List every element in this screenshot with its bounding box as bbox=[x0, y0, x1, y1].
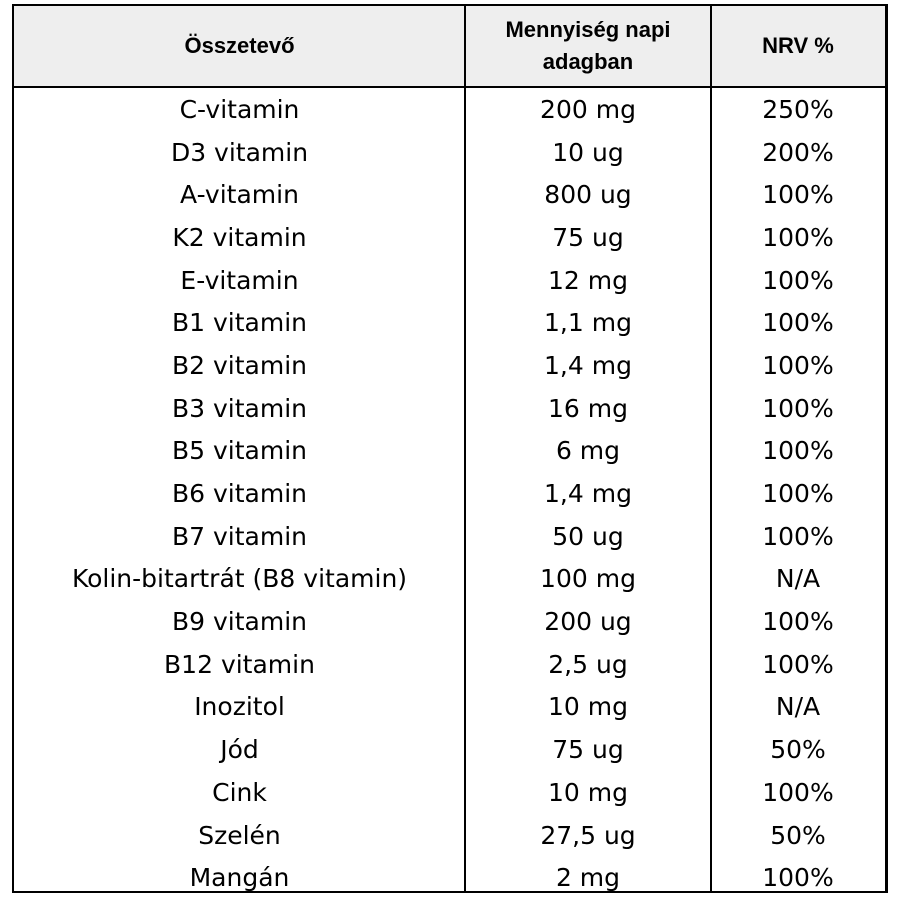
cell-ingredient: B7 vitamin bbox=[171, 521, 307, 551]
cell-ingredient: E-vitamin bbox=[180, 265, 299, 295]
table-header: Összetevő Mennyiség napi adagban NRV % bbox=[14, 6, 885, 88]
column-divider bbox=[710, 6, 712, 891]
cell-ingredient: B5 vitamin bbox=[171, 436, 307, 466]
cell-nrv: 100% bbox=[762, 308, 834, 338]
cell-amount: 200 ug bbox=[544, 607, 632, 637]
cell-ingredient: Cink bbox=[212, 777, 267, 807]
cell-nrv: 100% bbox=[762, 393, 834, 423]
table-row: C-vitamin 200 mg 250% bbox=[14, 88, 885, 131]
cell-ingredient: K2 vitamin bbox=[172, 222, 307, 252]
cell-amount: 10 mg bbox=[548, 692, 628, 722]
cell-nrv: 100% bbox=[762, 521, 834, 551]
cell-nrv: 250% bbox=[762, 94, 834, 124]
table-row: B2 vitamin 1,4 mg 100% bbox=[14, 344, 885, 387]
nutrition-table: Összetevő Mennyiség napi adagban NRV % C… bbox=[12, 4, 888, 893]
table-row: E-vitamin 12 mg 100% bbox=[14, 259, 885, 302]
table-row: Szelén 27,5 ug 50% bbox=[14, 814, 885, 857]
cell-amount: 800 ug bbox=[544, 180, 632, 210]
cell-amount: 2 mg bbox=[555, 863, 621, 893]
cell-amount: 16 mg bbox=[548, 393, 628, 423]
cell-ingredient: D3 vitamin bbox=[170, 137, 309, 167]
cell-ingredient: A-vitamin bbox=[180, 180, 299, 210]
cell-ingredient: B3 vitamin bbox=[171, 393, 307, 423]
table-row: Cink 10 mg 100% bbox=[14, 771, 885, 814]
header-ingredient: Összetevő bbox=[184, 33, 295, 58]
table-row: Kolin-bitartrát (B8 vitamin) 100 mg N/A bbox=[14, 558, 885, 601]
cell-nrv: N/A bbox=[775, 692, 821, 722]
table-row: B1 vitamin 1,1 mg 100% bbox=[14, 301, 885, 344]
table-row: B12 vitamin 2,5 ug 100% bbox=[14, 643, 885, 686]
cell-ingredient: Inozitol bbox=[194, 692, 285, 722]
cell-nrv: 100% bbox=[762, 180, 834, 210]
cell-ingredient: B6 vitamin bbox=[171, 479, 307, 509]
table-row: Mangán 2 mg 100% bbox=[14, 856, 885, 899]
cell-nrv: N/A bbox=[775, 564, 821, 594]
cell-amount: 12 mg bbox=[548, 265, 628, 295]
cell-ingredient: Jód bbox=[220, 735, 259, 765]
cell-ingredient: B1 vitamin bbox=[171, 308, 307, 338]
cell-amount: 1,1 mg bbox=[544, 308, 632, 338]
cell-nrv: 50% bbox=[770, 735, 826, 765]
cell-amount: 6 mg bbox=[555, 436, 621, 466]
cell-amount: 200 mg bbox=[540, 94, 636, 124]
cell-nrv: 100% bbox=[762, 222, 834, 252]
cell-nrv: 100% bbox=[762, 777, 834, 807]
cell-amount: 50 ug bbox=[552, 521, 624, 551]
table-body: C-vitamin 200 mg 250% D3 vitamin 10 ug 200% A-… bbox=[14, 88, 885, 899]
cell-nrv: 100% bbox=[762, 265, 834, 295]
table-row: B5 vitamin 6 mg 100% bbox=[14, 430, 885, 473]
cell-ingredient: Kolin-bitartrát (B8 vitamin) bbox=[71, 564, 408, 594]
table-row: B3 vitamin 16 mg 100% bbox=[14, 387, 885, 430]
cell-nrv: 100% bbox=[762, 863, 834, 893]
cell-ingredient: B2 vitamin bbox=[171, 350, 307, 380]
cell-amount: 10 ug bbox=[552, 137, 624, 167]
cell-ingredient: Mangán bbox=[189, 863, 290, 893]
cell-nrv: 100% bbox=[762, 436, 834, 466]
cell-ingredient: B9 vitamin bbox=[171, 607, 307, 637]
cell-amount: 75 ug bbox=[552, 222, 624, 252]
cell-nrv: 100% bbox=[762, 607, 834, 637]
cell-amount: 75 ug bbox=[552, 735, 624, 765]
cell-amount: 1,4 mg bbox=[544, 350, 632, 380]
cell-nrv: 200% bbox=[762, 137, 834, 167]
table-row: Jód 75 ug 50% bbox=[14, 728, 885, 771]
cell-amount: 27,5 ug bbox=[540, 820, 636, 850]
table-row: A-vitamin 800 ug 100% bbox=[14, 173, 885, 216]
table-row: K2 vitamin 75 ug 100% bbox=[14, 216, 885, 259]
cell-ingredient: C-vitamin bbox=[179, 94, 300, 124]
cell-amount: 2,5 ug bbox=[548, 649, 628, 679]
cell-amount: 100 mg bbox=[540, 564, 636, 594]
cell-nrv: 100% bbox=[762, 479, 834, 509]
header-amount-line2: adagban bbox=[542, 49, 634, 74]
table-row: B6 vitamin 1,4 mg 100% bbox=[14, 472, 885, 515]
header-amount: Mennyiség napi adagban bbox=[465, 6, 711, 86]
cell-nrv: 50% bbox=[770, 820, 826, 850]
cell-ingredient: B12 vitamin bbox=[164, 649, 315, 679]
column-divider bbox=[464, 6, 466, 891]
table-row: B9 vitamin 200 ug 100% bbox=[14, 600, 885, 643]
header-amount-line1: Mennyiség napi bbox=[505, 17, 671, 42]
cell-nrv: 100% bbox=[762, 350, 834, 380]
cell-ingredient: Szelén bbox=[198, 820, 281, 850]
cell-nrv: 100% bbox=[762, 649, 834, 679]
table-row: D3 vitamin 10 ug 200% bbox=[14, 131, 885, 174]
cell-amount: 10 mg bbox=[548, 777, 628, 807]
table-row: B7 vitamin 50 ug 100% bbox=[14, 515, 885, 558]
header-nrv: NRV % bbox=[762, 33, 834, 58]
cell-amount: 1,4 mg bbox=[544, 479, 632, 509]
table-row: Inozitol 10 mg N/A bbox=[14, 686, 885, 729]
